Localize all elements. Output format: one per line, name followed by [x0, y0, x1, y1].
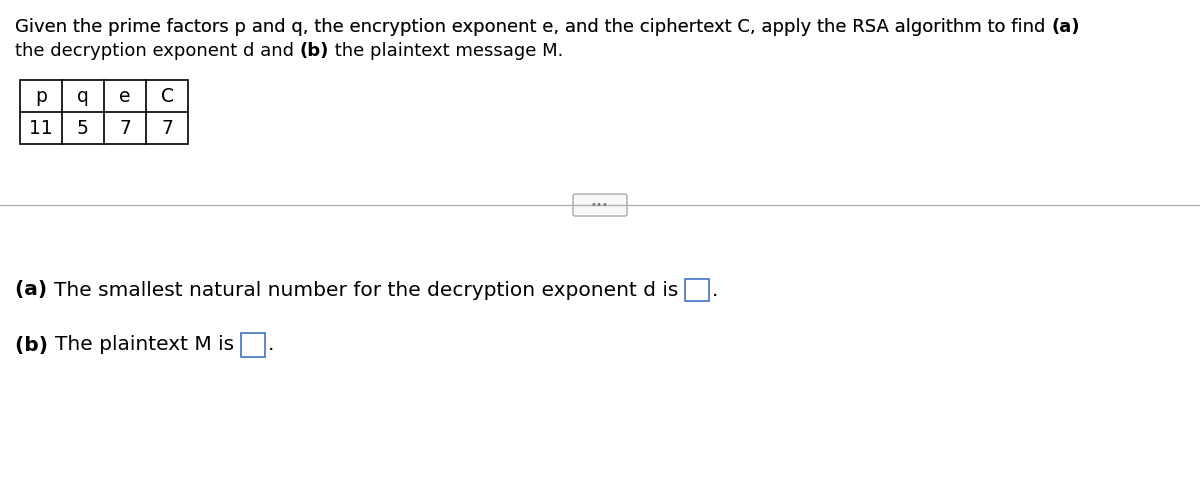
Bar: [685, 279, 709, 301]
Text: C: C: [161, 87, 174, 105]
Text: (b): (b): [14, 335, 55, 354]
Text: 7: 7: [119, 118, 131, 137]
Text: The plaintext M is: The plaintext M is: [55, 335, 240, 354]
Text: the decryption exponent d and: the decryption exponent d and: [14, 42, 300, 60]
Bar: [20, 80, 188, 144]
Text: q: q: [77, 87, 89, 105]
Text: .: .: [712, 281, 719, 299]
Text: (b): (b): [300, 42, 329, 60]
Text: (a): (a): [1051, 18, 1080, 36]
Text: •••: •••: [592, 200, 610, 210]
Text: p: p: [35, 87, 47, 105]
Text: e: e: [119, 87, 131, 105]
Text: (a): (a): [14, 281, 54, 299]
Text: 7: 7: [161, 118, 173, 137]
Text: The smallest natural number for the decryption exponent d is: The smallest natural number for the decr…: [54, 281, 685, 299]
Text: the plaintext message M.: the plaintext message M.: [329, 42, 564, 60]
Text: 11: 11: [29, 118, 53, 137]
Bar: [240, 333, 264, 357]
Text: Given the prime factors p and q, the encryption exponent e, and the ciphertext C: Given the prime factors p and q, the enc…: [14, 18, 1051, 36]
Text: Given the prime factors p and q, the encryption exponent e, and the ciphertext C: Given the prime factors p and q, the enc…: [14, 18, 1051, 36]
FancyBboxPatch shape: [574, 194, 628, 216]
Text: Given the prime factors p and q, the encryption exponent e, and the ciphertext C: Given the prime factors p and q, the enc…: [14, 18, 1051, 36]
Text: 5: 5: [77, 118, 89, 137]
Text: .: .: [268, 335, 274, 354]
